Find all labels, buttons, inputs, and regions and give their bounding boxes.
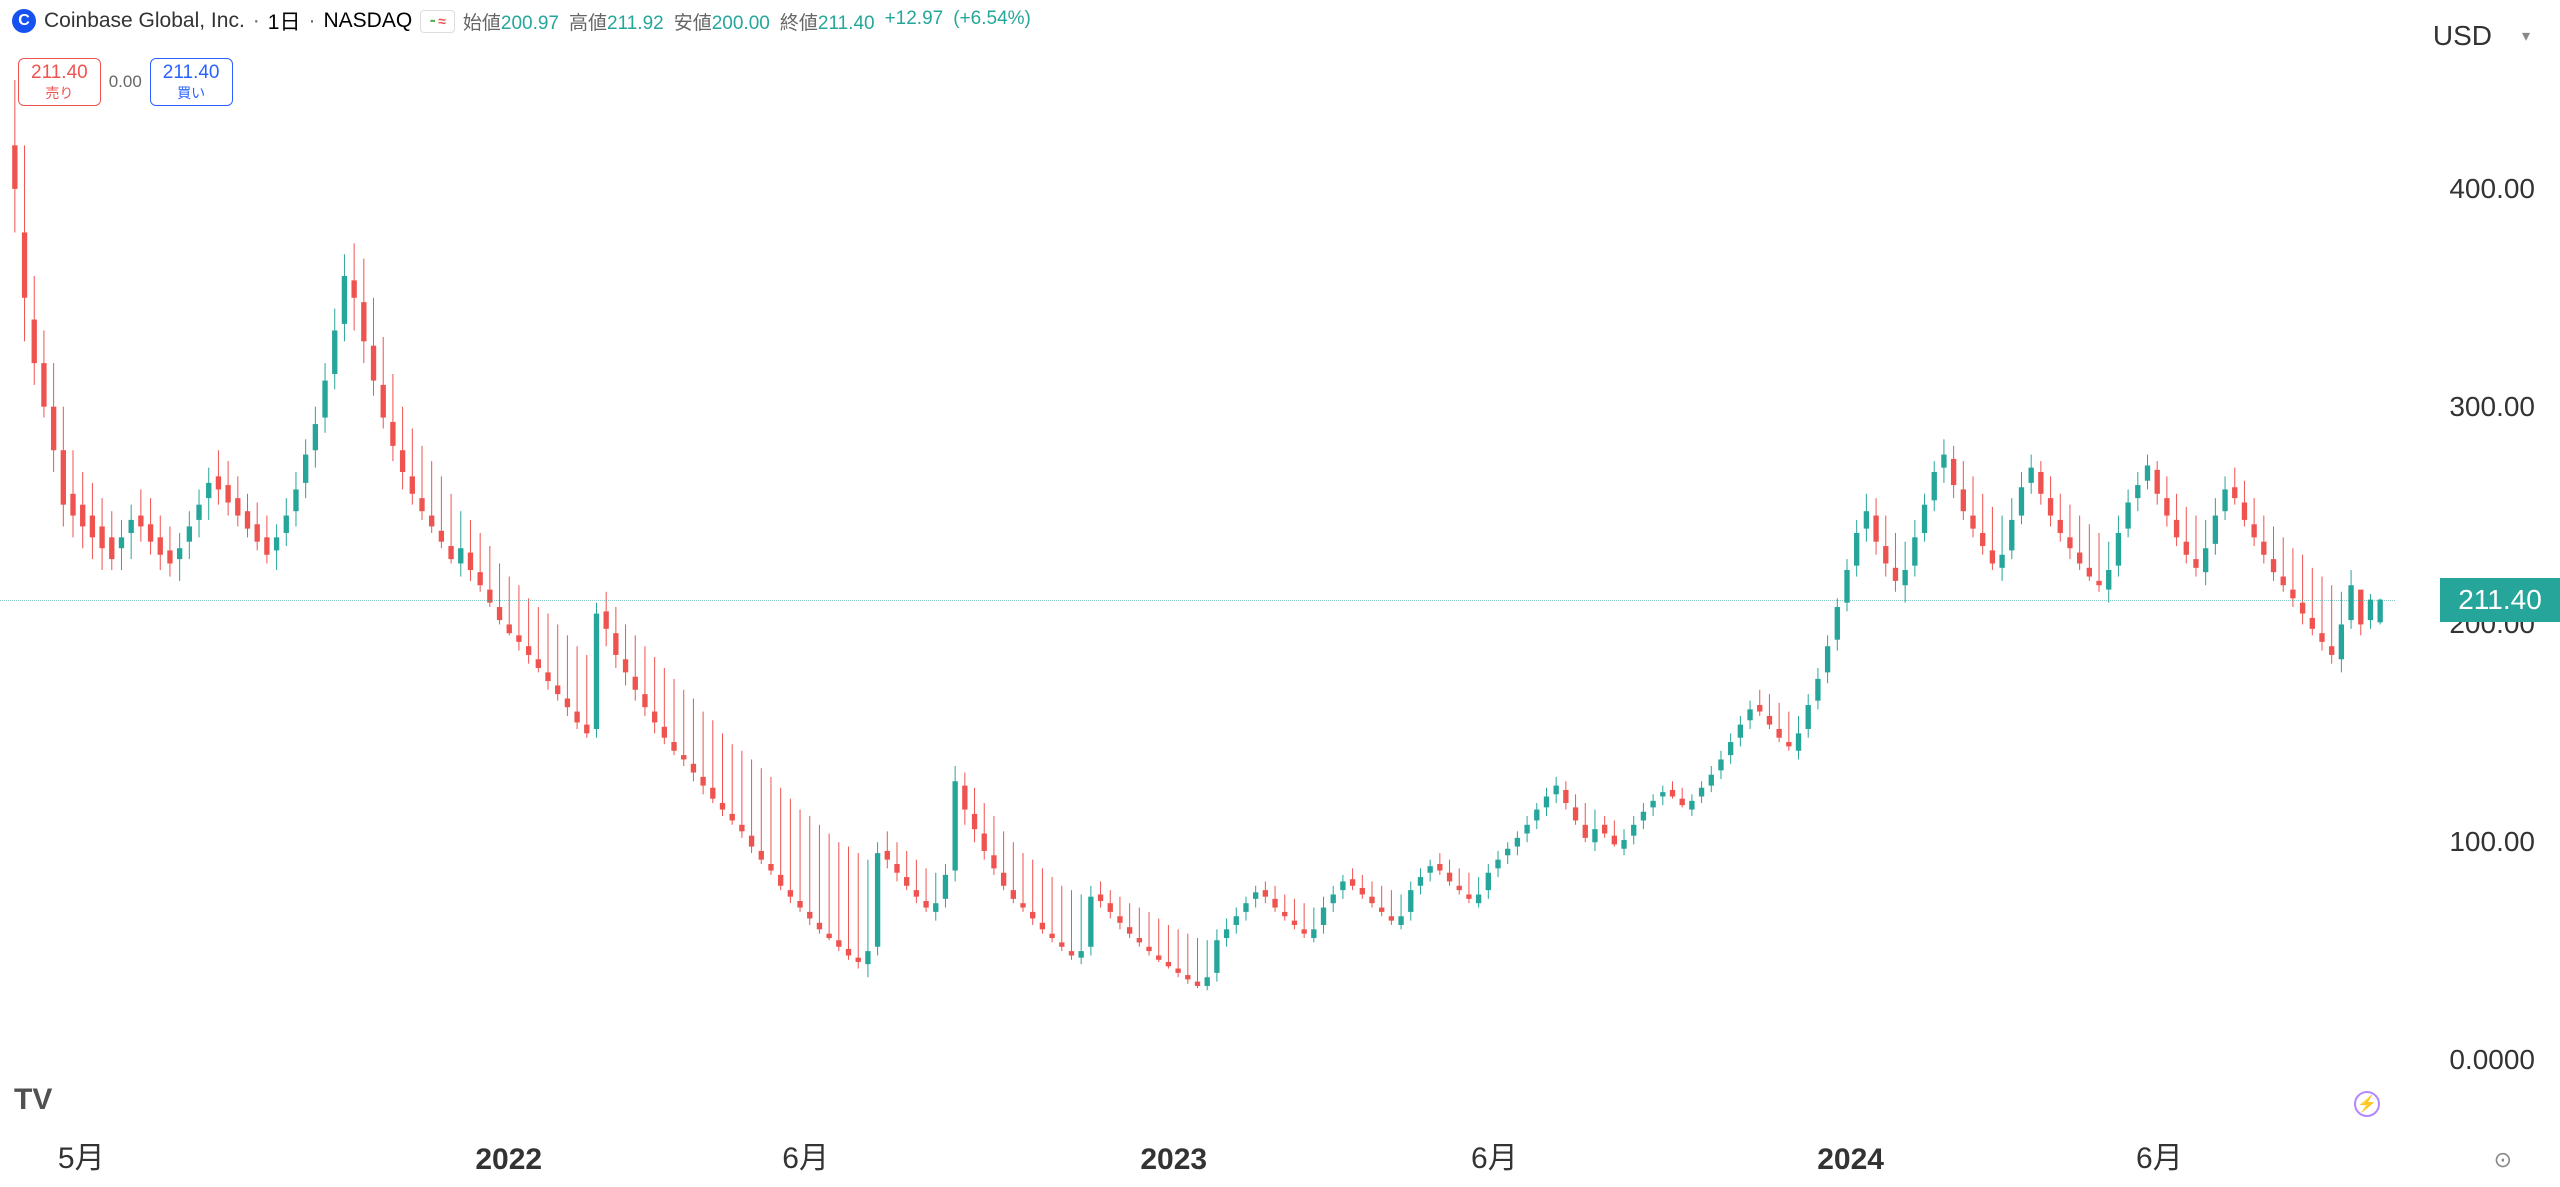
company-name[interactable]: Coinbase Global, Inc. — [44, 9, 245, 33]
x-axis[interactable]: 5月 2022 6月 2023 6月 2024 6月 — [0, 1127, 2395, 1187]
flash-icon[interactable]: ⚡ — [2354, 1091, 2380, 1117]
tradingview-watermark: TV — [14, 1083, 52, 1117]
chevron-down-icon: ▾ — [2522, 26, 2530, 46]
wave-icon: ≈ — [438, 13, 446, 29]
currency-selector[interactable]: USD ▾ — [2433, 20, 2530, 52]
x-tick: 5月 — [58, 1133, 105, 1177]
y-tick: 100.00 — [2449, 826, 2535, 858]
exchange-label: NASDAQ — [323, 9, 412, 33]
y-tick: 400.00 — [2449, 173, 2535, 205]
candle-icon: ⁃ — [429, 13, 436, 30]
ohlc-display: 始値200.97 高値211.92 安値200.00 終値211.40 +12.… — [463, 8, 1031, 35]
x-tick: 2024 — [1817, 1143, 1884, 1177]
chart-header: C Coinbase Global, Inc. · 1日 · NASDAQ ⁃ … — [12, 6, 1031, 36]
x-tick: 2023 — [1140, 1143, 1207, 1177]
price-change: +12.97 — [885, 8, 944, 35]
x-tick: 6月 — [2136, 1133, 2183, 1177]
y-axis[interactable]: 400.00300.00200.00100.000.0000211.40 — [2395, 50, 2560, 1100]
x-tick: 6月 — [782, 1133, 829, 1177]
current-price-line — [0, 600, 2395, 601]
price-change-pct: (+6.54%) — [953, 8, 1031, 35]
candlestick-chart[interactable] — [0, 50, 2395, 1100]
interval-label[interactable]: 1日 — [268, 6, 301, 36]
x-tick: 2022 — [475, 1143, 542, 1177]
settings-icon[interactable]: ⊙ — [2494, 1147, 2512, 1173]
chart-style-selector[interactable]: ⁃ ≈ — [420, 10, 455, 33]
chart-area[interactable] — [0, 50, 2395, 1100]
current-price-tag: 211.40 — [2440, 578, 2560, 622]
x-tick: 6月 — [1471, 1133, 1518, 1177]
y-tick: 0.0000 — [2449, 1044, 2535, 1076]
y-tick: 300.00 — [2449, 391, 2535, 423]
coinbase-logo-icon: C — [12, 9, 36, 33]
